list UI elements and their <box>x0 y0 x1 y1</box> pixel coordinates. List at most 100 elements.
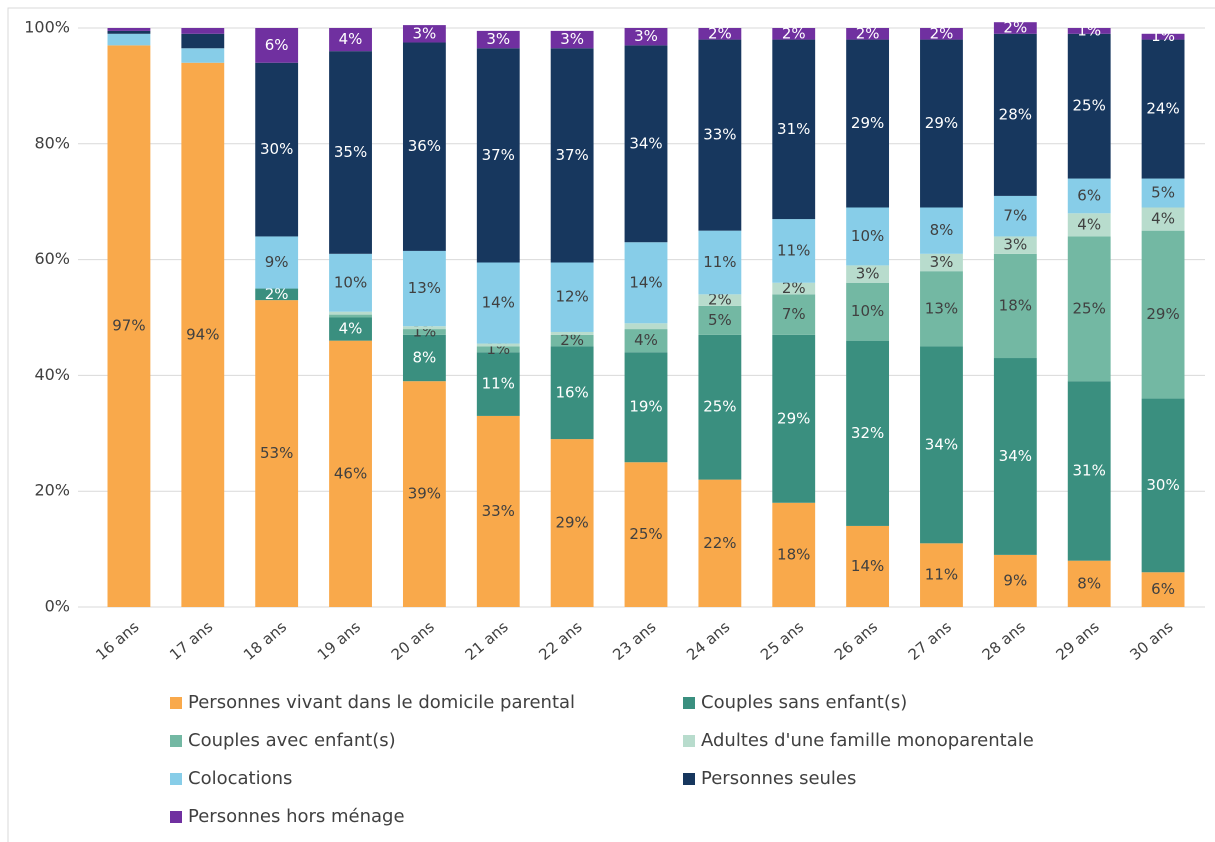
y-tick-label: 100% <box>24 18 70 37</box>
legend-swatch <box>170 735 182 747</box>
bar-segment <box>181 62 225 608</box>
data-label: 11% <box>482 375 515 393</box>
bar-segment <box>476 343 520 347</box>
bar-segment <box>1067 213 1111 237</box>
x-tick-label: 21 ans <box>462 618 512 664</box>
data-label: 7% <box>1003 207 1027 225</box>
bar-segment <box>920 207 963 254</box>
data-label: 6% <box>265 36 289 54</box>
data-label: 37% <box>555 146 588 164</box>
bar-segment <box>476 262 520 344</box>
data-label: 6% <box>1151 580 1175 598</box>
y-tick-label: 0% <box>45 597 70 616</box>
bar-segment <box>181 33 225 49</box>
bar-segment <box>402 329 446 335</box>
legend-swatch <box>683 697 695 709</box>
bar-segment <box>920 271 963 347</box>
bar-segment <box>476 415 520 607</box>
bar-segment <box>698 479 742 607</box>
data-label: 37% <box>482 146 515 164</box>
bar-segment <box>550 346 594 440</box>
bar-segment <box>772 502 816 607</box>
bar-segment <box>255 300 299 607</box>
bar-segment <box>1141 398 1185 573</box>
data-label: 3% <box>486 30 510 48</box>
data-label: 14% <box>482 294 515 312</box>
bar-segment <box>255 236 299 289</box>
data-label: 2% <box>782 24 806 42</box>
bar-segment <box>329 51 372 254</box>
data-label: 24% <box>1146 100 1179 118</box>
bar-segment <box>1067 381 1111 561</box>
x-tick-label: 29 ans <box>1053 618 1103 664</box>
data-label: 10% <box>851 227 884 245</box>
legend-label: Couples avec enfant(s) <box>188 730 396 751</box>
bar-segment <box>1141 230 1185 399</box>
bar-segment <box>255 28 299 63</box>
bar-segment <box>329 28 372 52</box>
bar-segment <box>624 45 668 243</box>
x-tick-label: 18 ans <box>240 618 290 664</box>
data-label: 2% <box>560 331 584 349</box>
data-label: 9% <box>1003 571 1027 589</box>
bar-segment <box>550 439 594 607</box>
data-label: 5% <box>1151 184 1175 202</box>
data-label: 94% <box>186 325 219 343</box>
data-label: 10% <box>851 302 884 320</box>
data-label: 34% <box>999 447 1032 465</box>
bar-segment <box>846 265 890 283</box>
bar-segment <box>698 28 742 40</box>
bar-segment <box>846 39 890 208</box>
bar-segment <box>550 334 594 347</box>
data-label: 4% <box>1151 210 1175 228</box>
bar-segment <box>698 334 742 480</box>
x-tick-label: 23 ans <box>609 618 659 664</box>
bar-segment <box>402 334 446 382</box>
data-label: 18% <box>777 545 810 563</box>
bar-segment <box>772 28 816 40</box>
y-tick-label: 40% <box>34 365 70 384</box>
data-label: 2% <box>856 24 880 42</box>
bar-segment <box>107 30 151 34</box>
bar-segment <box>476 30 520 49</box>
bar-segment <box>772 39 816 220</box>
data-label: 29% <box>555 514 588 532</box>
bar-segment <box>1067 28 1111 34</box>
bar-segment <box>1141 207 1185 231</box>
bar-segment <box>1141 39 1185 179</box>
bar-segment <box>846 340 890 526</box>
data-label: 3% <box>634 27 658 45</box>
y-tick-label: 80% <box>34 133 70 152</box>
data-label: 9% <box>265 253 289 271</box>
data-label: 28% <box>999 105 1032 123</box>
bar-segment <box>698 230 742 295</box>
data-label: 29% <box>777 409 810 427</box>
bar-segment <box>107 33 151 46</box>
bar-segment <box>402 42 446 251</box>
legend-swatch <box>683 773 695 785</box>
data-label: 10% <box>334 273 367 291</box>
data-label: 35% <box>334 143 367 161</box>
data-label: 4% <box>339 320 363 338</box>
x-tick-label: 22 ans <box>535 618 585 664</box>
data-label: 25% <box>703 398 736 416</box>
bar-segment <box>993 22 1037 34</box>
bar-segment <box>402 25 446 43</box>
data-label: 33% <box>482 502 515 520</box>
bar-segment <box>107 45 151 608</box>
data-label: 36% <box>408 137 441 155</box>
data-label: 4% <box>339 30 363 48</box>
data-label: 8% <box>413 349 437 367</box>
data-label: 13% <box>408 279 441 297</box>
bar-segment <box>624 352 668 463</box>
bar-segment <box>329 253 372 312</box>
data-label: 29% <box>925 114 958 132</box>
bar-segment <box>329 311 372 315</box>
data-label: 14% <box>629 273 662 291</box>
bar-segment <box>698 294 742 306</box>
bar-segment <box>329 340 372 607</box>
data-label: 33% <box>703 126 736 144</box>
bar-segment <box>624 323 668 330</box>
bar-segment <box>255 288 299 301</box>
